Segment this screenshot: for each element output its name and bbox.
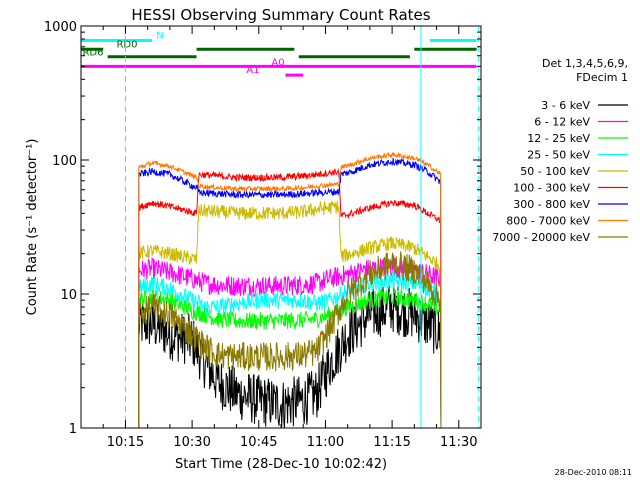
chart-title: HESSI Observing Summary Count Rates [131,6,430,24]
series-line-300-800-kev [138,157,442,429]
legend-label-6-12-kev: 6 - 12 keV [534,116,590,129]
legend-label-50-100-kev: 50 - 100 keV [520,165,590,178]
series-line-100-300-kev [138,168,442,429]
legend-label-800-7000-kev: 800 - 7000 keV [506,215,590,228]
x-tick-label: 10:15 [107,435,144,450]
y-tick-label: 1000 [44,20,77,35]
legend-header-line-2: FDecim 1 [576,71,628,84]
y-tick-label: 1 [69,422,77,437]
x-tick-label: 10:45 [240,435,277,450]
flag-label-a1: A1 [246,65,259,76]
flag-label-rd0: RD0 [116,39,137,50]
x-axis-label: Start Time (28-Dec-10 10:02:42) [175,457,387,472]
x-tick-label: 11:00 [307,435,344,450]
flag-label-rd6: RD6 [82,48,103,59]
x-tick-label: 11:30 [440,435,477,450]
series-line-7000-20000-kev [138,251,442,429]
legend: Det 1,3,4,5,6,9, FDecim 1 3 - 6 keV 6 - 1… [492,57,628,244]
series-line-25-50-kev [138,271,442,429]
footer-timestamp: 28-Dec-2010 08:11 [555,468,632,477]
x-tick-label: 11:15 [373,435,410,450]
legend-label-3-6-kev: 3 - 6 keV [541,99,590,112]
series-line-12-25-kev [138,288,442,429]
y-axis-label: Count Rate (s⁻¹ detector⁻¹) [25,139,40,316]
x-tick-label: 10:30 [173,435,210,450]
y-tick-label: 10 [60,288,77,303]
legend-label-100-300-kev: 100 - 300 keV [513,182,590,195]
flag-label-a0: A0 [271,57,284,68]
legend-label-7000-20000-kev: 7000 - 20000 keV [492,231,590,244]
annotation-layer: N RD0 RD6 A0 A1 [81,30,477,77]
series-line-3-6-kev [138,283,442,429]
legend-label-25-50-kev: 25 - 50 keV [527,149,590,162]
axes: 1 10 100 1000 10:15 10:30 10:45 11:00 11:15 11:30 [44,20,482,450]
data-layer [138,151,442,429]
y-tick-label: 100 [52,154,77,169]
legend-label-12-25-kev: 12 - 25 keV [527,132,590,145]
flag-label-n: N [156,30,163,41]
series-line-50-100-kev [138,200,442,429]
series-line-800-7000-kev [138,151,442,429]
legend-label-300-800-kev: 300 - 800 keV [513,198,590,211]
series-line-6-12-kev [138,257,442,429]
legend-header-line-1: Det 1,3,4,5,6,9, [542,57,628,70]
